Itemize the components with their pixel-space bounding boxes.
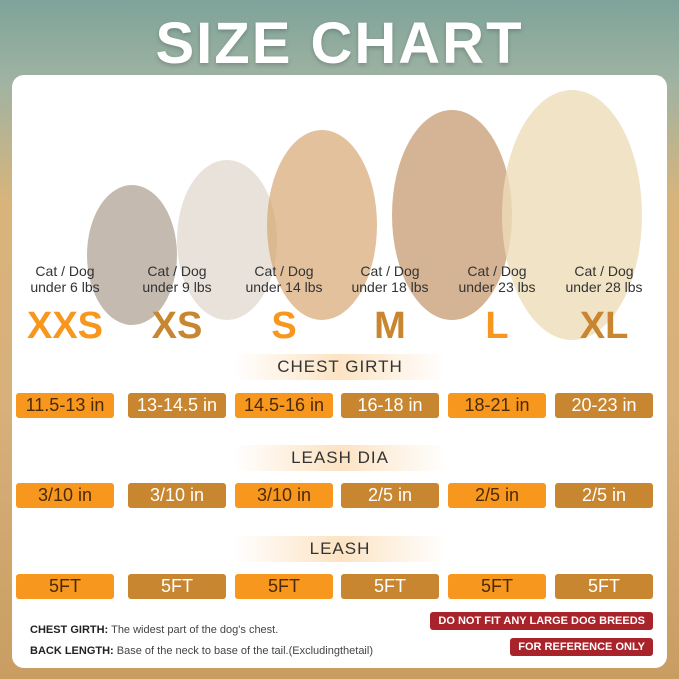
- chest-girth-note: CHEST GIRTH: The widest part of the dog'…: [30, 624, 278, 636]
- leash-dia-header: LEASH DIA: [234, 445, 446, 471]
- leash-length-value: 5FT: [235, 574, 333, 599]
- dogs-illustration: [87, 90, 642, 340]
- chest-girth-value: 20-23 in: [555, 393, 653, 418]
- chest-girth-value: 14.5-16 in: [235, 393, 333, 418]
- weight-limit: under 28 lbs: [565, 279, 643, 295]
- leash-length-value: 5FT: [341, 574, 439, 599]
- leash-length-value: 5FT: [128, 574, 226, 599]
- weight-label: Cat / Dog under 18 lbs: [335, 263, 445, 295]
- leash-dia-value: 3/10 in: [128, 483, 226, 508]
- weight-limit: under 14 lbs: [245, 279, 323, 295]
- page-title: SIZE CHART: [155, 11, 524, 76]
- size-label: XXS: [26, 305, 104, 347]
- size-label: XS: [151, 305, 203, 347]
- leash-dia-value: 2/5 in: [341, 483, 439, 508]
- size-label: S: [271, 305, 297, 347]
- pet-type: Cat / Dog: [467, 263, 527, 279]
- pet-type: Cat / Dog: [147, 263, 207, 279]
- weight-label: Cat / Dog under 14 lbs: [229, 263, 339, 295]
- weight-label: Cat / Dog under 28 lbs: [549, 263, 659, 295]
- leash-length-value: 5FT: [448, 574, 546, 599]
- weight-label: Cat / Dog under 23 lbs: [442, 263, 552, 295]
- weight-label: Cat / Dog under 9 lbs: [122, 263, 232, 295]
- size-label: M: [374, 305, 406, 347]
- chest-girth-value: 16-18 in: [341, 393, 439, 418]
- pet-type: Cat / Dog: [360, 263, 420, 279]
- leash-header: LEASH: [234, 536, 446, 562]
- back-length-note: BACK LENGTH: Base of the neck to base of…: [30, 645, 373, 657]
- leash-length-value: 5FT: [555, 574, 653, 599]
- note-text: Base of the neck to base of the tail.(Ex…: [116, 645, 373, 657]
- weight-label: Cat / Dog under 6 lbs: [12, 263, 120, 295]
- chest-girth-value: 18-21 in: [448, 393, 546, 418]
- pet-type: Cat / Dog: [574, 263, 634, 279]
- size-label: L: [485, 305, 509, 347]
- size-chart-card: Cat / Dog under 6 lbs XXS 11.5-13 in 3/10…: [12, 75, 667, 668]
- note-label: CHEST GIRTH:: [30, 624, 109, 636]
- no-large-breeds-badge: DO NOT FIT ANY LARGE DOG BREEDS: [430, 612, 653, 630]
- weight-limit: under 23 lbs: [458, 279, 536, 295]
- leash-dia-value: 3/10 in: [235, 483, 333, 508]
- note-text: The widest part of the dog's chest.: [111, 624, 279, 636]
- leash-dia-value: 3/10 in: [16, 483, 114, 508]
- size-label: XL: [579, 305, 629, 347]
- pet-type: Cat / Dog: [254, 263, 314, 279]
- leash-length-value: 5FT: [16, 574, 114, 599]
- leash-dia-value: 2/5 in: [448, 483, 546, 508]
- chest-girth-value: 11.5-13 in: [16, 393, 114, 418]
- pet-type: Cat / Dog: [35, 263, 95, 279]
- note-label: BACK LENGTH:: [30, 645, 114, 657]
- weight-limit: under 6 lbs: [30, 279, 100, 295]
- reference-only-badge: FOR REFERENCE ONLY: [510, 638, 653, 656]
- chest-girth-value: 13-14.5 in: [128, 393, 226, 418]
- weight-limit: under 18 lbs: [351, 279, 429, 295]
- chest-girth-header: CHEST GIRTH: [234, 354, 446, 380]
- leash-dia-value: 2/5 in: [555, 483, 653, 508]
- weight-limit: under 9 lbs: [142, 279, 212, 295]
